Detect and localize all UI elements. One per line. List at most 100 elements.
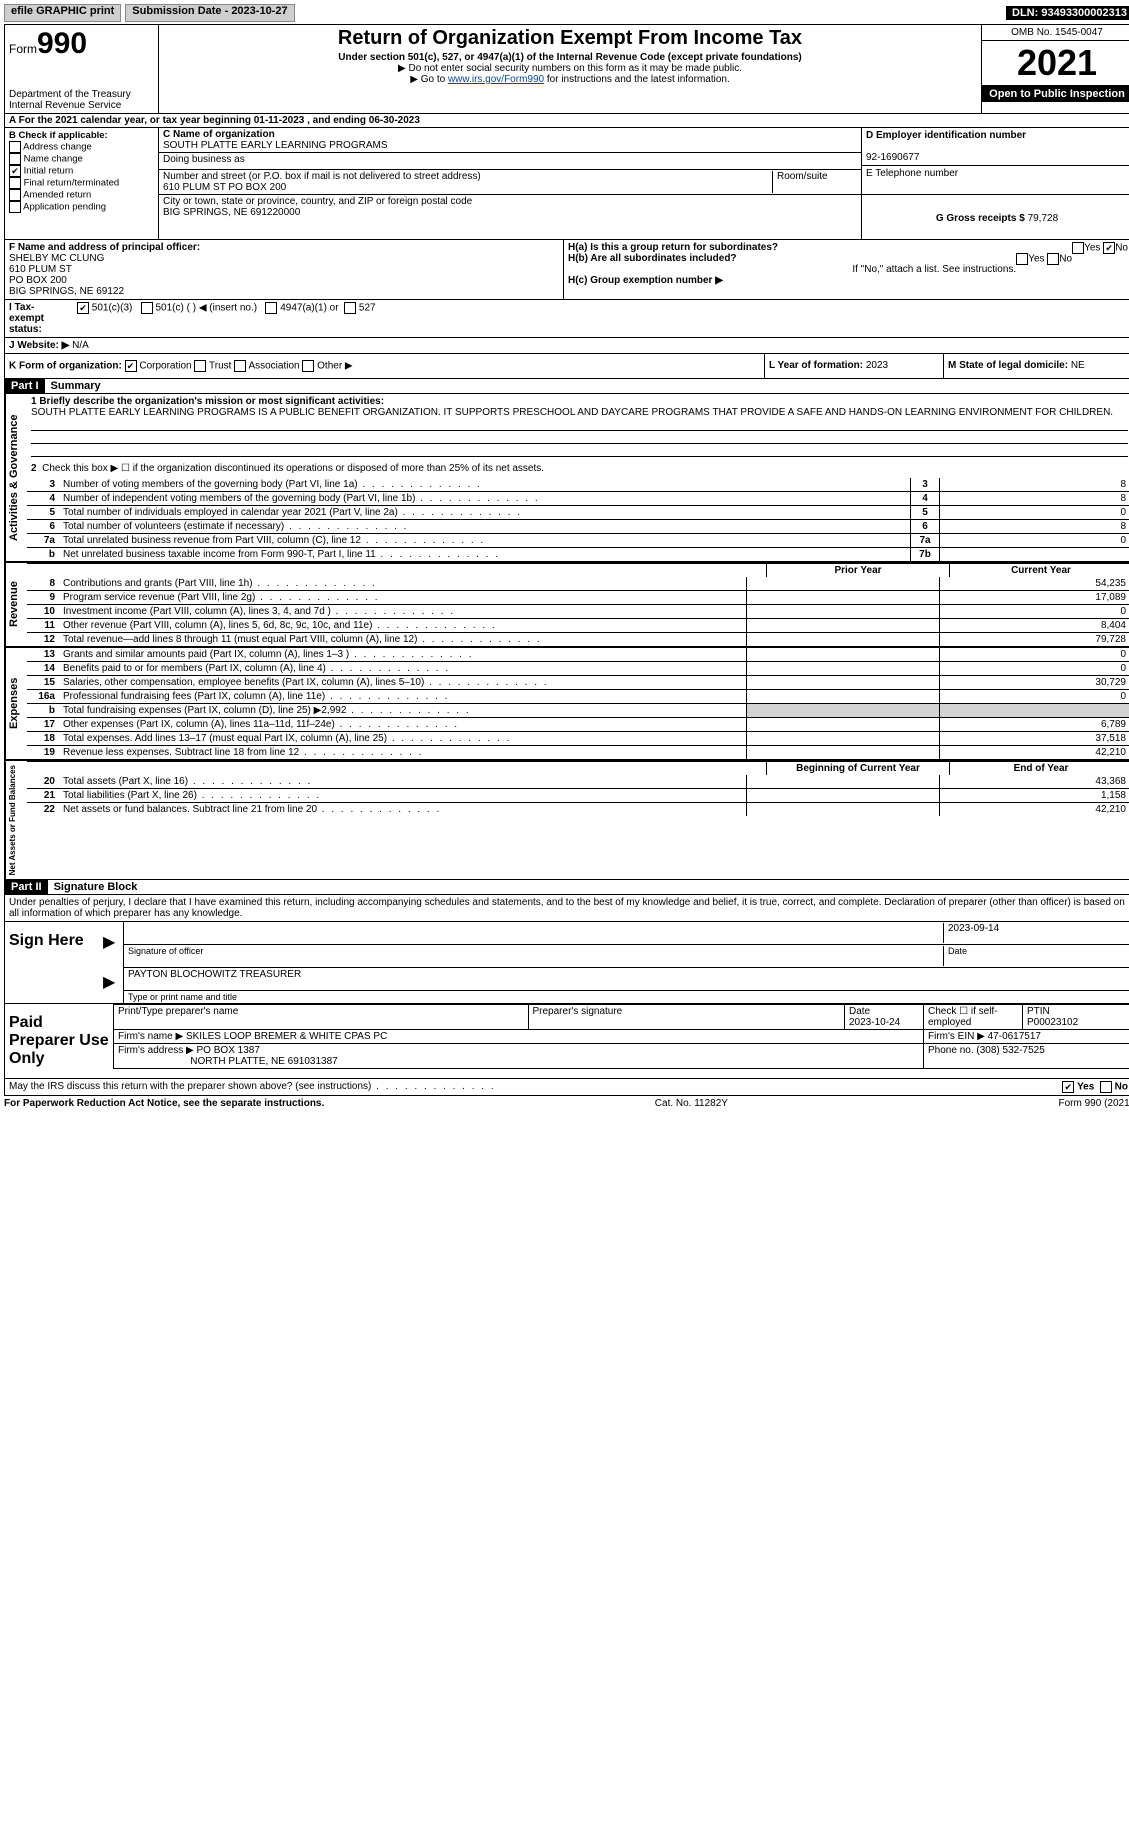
gross-receipts-label: G Gross receipts $ [936, 213, 1025, 224]
sign-date: 2023-09-14 [943, 923, 1128, 943]
form-container: Form990 Department of the Treasury Inter… [4, 24, 1129, 1096]
checkbox-discuss-no[interactable] [1100, 1081, 1112, 1093]
checkbox-hb-no[interactable] [1047, 253, 1059, 265]
paid-h1: Print/Type preparer's name [114, 1005, 529, 1030]
paid-h5: PTIN [1027, 1006, 1050, 1017]
dba-label: Doing business as [163, 154, 245, 165]
checkbox-trust[interactable] [194, 360, 206, 372]
name-title-label: Type or print name and title [124, 991, 1129, 1003]
prior-year-header: Prior Year [766, 564, 949, 577]
officer-label: F Name and address of principal officer: [9, 242, 200, 253]
checkbox-ha-no[interactable] [1103, 242, 1115, 254]
checkbox-initial-return[interactable] [9, 165, 21, 177]
paid-h2: Preparer's signature [528, 1005, 845, 1030]
subtitle-2: ▶ Do not enter social security numbers o… [165, 63, 975, 74]
firm-addr-label: Firm's address ▶ [118, 1045, 194, 1056]
checkbox-amended-return[interactable] [9, 189, 21, 201]
part2-header: Part II [5, 880, 48, 894]
hb-yes: Yes [1028, 254, 1044, 265]
opt-application-pending: Application pending [23, 202, 106, 213]
paid-h3: Date [849, 1006, 870, 1017]
header-left: Form990 Department of the Treasury Inter… [5, 25, 159, 113]
year-formation: 2023 [866, 360, 888, 371]
officer-print-name: PAYTON BLOCHOWITZ TREASURER [128, 969, 301, 989]
checkbox-name-change[interactable] [9, 153, 21, 165]
checkbox-hb-yes[interactable] [1016, 253, 1028, 265]
ha-label: H(a) Is this a group return for subordin… [568, 242, 778, 253]
firm-ein-label: Firm's EIN ▶ [928, 1031, 985, 1042]
form-number: 990 [37, 27, 87, 60]
checkbox-501c3[interactable] [77, 302, 89, 314]
checkbox-501c[interactable] [141, 302, 153, 314]
footer-cat: Cat. No. 11282Y [655, 1098, 728, 1109]
subtitle-3-post: for instructions and the latest informat… [544, 74, 730, 85]
opt-initial-return: Initial return [24, 166, 74, 177]
checkbox-final-return[interactable] [9, 177, 21, 189]
opt-4947: 4947(a)(1) or [280, 303, 338, 314]
state-domicile: NE [1071, 360, 1085, 371]
checkbox-application-pending[interactable] [9, 201, 21, 213]
column-c: C Name of organization SOUTH PLATTE EARL… [159, 128, 861, 239]
checkbox-discuss-yes[interactable] [1062, 1081, 1074, 1093]
checkbox-ha-yes[interactable] [1072, 242, 1084, 254]
ha-yes: Yes [1084, 243, 1100, 254]
subtitle-1: Under section 501(c), 527, or 4947(a)(1)… [165, 52, 975, 63]
mission-text: SOUTH PLATTE EARLY LEARNING PROGRAMS IS … [31, 407, 1113, 418]
officer-pobox: PO BOX 200 [9, 275, 67, 286]
officer-city: BIG SPRINGS, NE 69122 [9, 286, 124, 297]
opt-final-return: Final return/terminated [24, 178, 120, 189]
row-f: F Name and address of principal officer:… [5, 240, 564, 299]
m-label: M State of legal domicile: [948, 360, 1068, 371]
city-value: BIG SPRINGS, NE 691220000 [163, 207, 300, 218]
sign-here-label: Sign Here [5, 922, 103, 1003]
firm-phone: (308) 532-7525 [976, 1045, 1044, 1056]
officer-street: 610 PLUM ST [9, 264, 72, 275]
checkbox-527[interactable] [344, 302, 356, 314]
side-revenue: Revenue [5, 563, 27, 646]
dept-label: Department of the Treasury [9, 89, 154, 100]
checkbox-other[interactable] [302, 360, 314, 372]
checkbox-assoc[interactable] [234, 360, 246, 372]
opt-assoc: Association [248, 361, 299, 372]
opt-trust: Trust [209, 361, 231, 372]
firm-addr2: NORTH PLATTE, NE 691031387 [190, 1056, 337, 1067]
opt-name-change: Name change [24, 154, 83, 165]
hc-label: H(c) Group exemption number ▶ [568, 275, 723, 286]
paid-date: 2023-10-24 [849, 1017, 900, 1028]
row-h: H(a) Is this a group return for subordin… [564, 240, 1129, 299]
opt-501c: 501(c) ( ) ◀ (insert no.) [155, 303, 257, 314]
checkbox-address-change[interactable] [9, 141, 21, 153]
firm-ein: 47-0617517 [988, 1031, 1041, 1042]
street-value: 610 PLUM ST PO BOX 200 [163, 182, 286, 193]
l-label: L Year of formation: [769, 360, 863, 371]
open-to-public: Open to Public Inspection [982, 86, 1129, 102]
firm-phone-label: Phone no. [928, 1045, 974, 1056]
ein-value: 92-1690677 [866, 152, 919, 163]
side-expenses: Expenses [5, 648, 27, 759]
name-label: C Name of organization [163, 129, 275, 140]
sig-officer-label: Signature of officer [128, 946, 943, 966]
opt-corp: Corporation [139, 361, 191, 372]
website-value: N/A [72, 340, 89, 351]
k-label: K Form of organization: [9, 361, 122, 372]
current-year-header: Current Year [949, 564, 1129, 577]
submission-date-button[interactable]: Submission Date - 2023-10-27 [125, 4, 294, 22]
opt-address-change: Address change [23, 142, 92, 153]
paid-preparer-label: Paid Preparer Use Only [5, 1004, 113, 1078]
arrow-icon: ▶ [103, 978, 123, 988]
begin-year-header: Beginning of Current Year [766, 762, 949, 775]
top-bar: efile GRAPHIC print Submission Date - 20… [4, 4, 1129, 22]
part1-header: Part I [5, 379, 45, 393]
checkbox-4947[interactable] [265, 302, 277, 314]
q1-label: 1 Briefly describe the organization's mi… [31, 396, 384, 407]
irs-link[interactable]: www.irs.gov/Form990 [448, 74, 544, 85]
opt-527: 527 [359, 303, 376, 314]
checkbox-corp[interactable] [125, 360, 137, 372]
efile-button[interactable]: efile GRAPHIC print [4, 4, 121, 22]
ha-no: No [1115, 243, 1128, 254]
perjury-text: Under penalties of perjury, I declare th… [5, 895, 1129, 921]
hb-label: H(b) Are all subordinates included? [568, 253, 737, 264]
subtitle-3-pre: ▶ Go to [410, 74, 448, 85]
footer-right: Form 990 (2021) [1059, 1098, 1129, 1109]
header-center: Return of Organization Exempt From Incom… [159, 25, 981, 113]
